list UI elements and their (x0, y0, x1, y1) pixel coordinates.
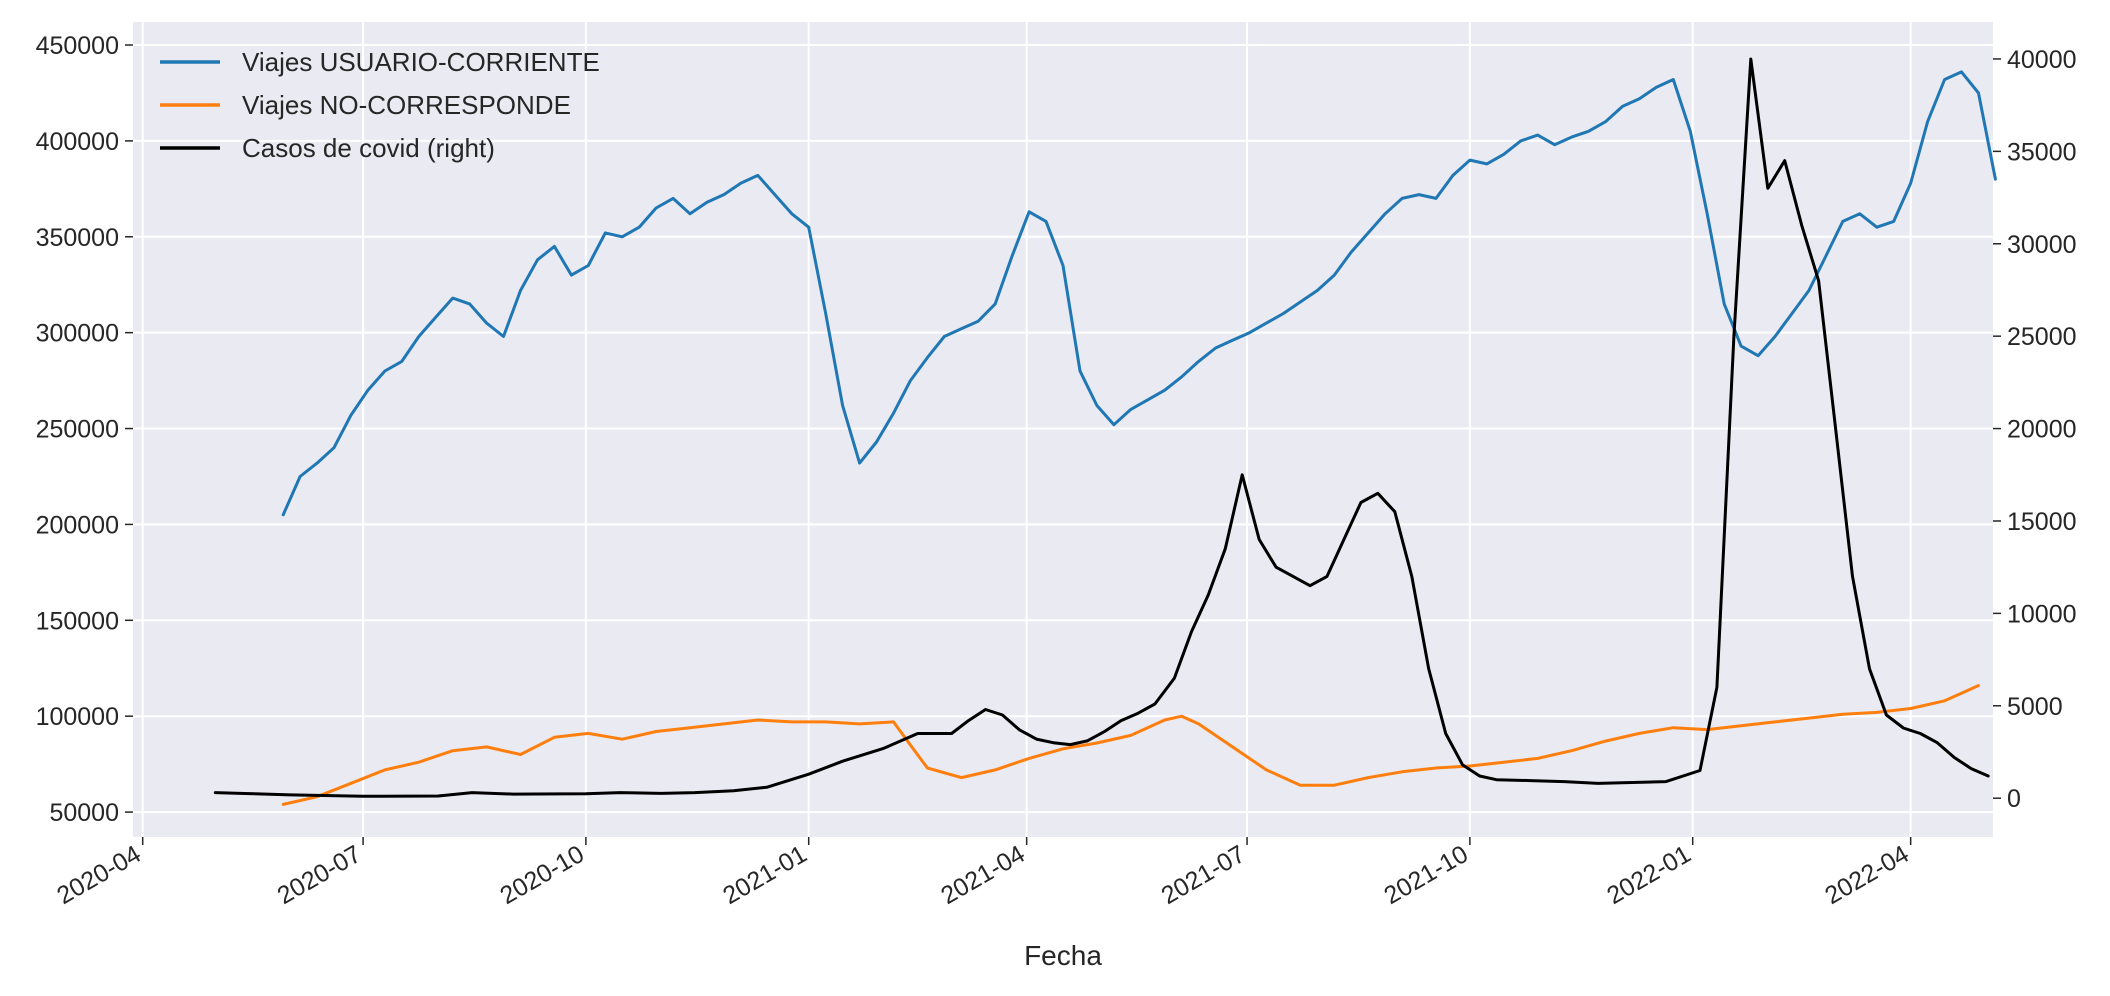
legend-label: Viajes USUARIO-CORRIENTE (242, 47, 600, 77)
series-line-viajes-usuario-corriente (281, 70, 1997, 517)
y-right-tick-label: 0 (2007, 785, 2021, 813)
x-tick-label: 2020-04 (52, 840, 146, 910)
series-line-casos-de-covid-right (213, 57, 1990, 798)
y-right-tick-label: 10000 (2007, 600, 2077, 628)
y-left-tick-label: 50000 (49, 799, 119, 827)
y-axis-left: 50000 100000 150000 200000 250000 300000 35000… (36, 32, 133, 827)
x-tick-label: 2022-01 (1602, 840, 1695, 910)
x-tick-label: 2022-04 (1820, 840, 1914, 910)
x-tick-label: 2021-07 (1157, 840, 1250, 910)
y-left-tick-label: 400000 (36, 128, 119, 156)
y-left-tick-label: 100000 (36, 703, 119, 731)
grid (133, 22, 1993, 837)
legend: Viajes USUARIO-CORRIENTE Viajes NO-CORRES… (160, 47, 600, 163)
x-tick-label: 2020-10 (495, 840, 588, 910)
y-right-tick-label: 20000 (2007, 416, 2077, 444)
legend-label: Viajes NO-CORRESPONDE (242, 90, 571, 120)
series-line-viajes-no-corresponde (281, 684, 1980, 806)
y-left-tick-label: 200000 (36, 511, 119, 539)
y-axis-right: 0 5000 10000 15000 20000 25000 30000 35000 40000 (1993, 46, 2077, 813)
x-tick-label: 2021-10 (1379, 840, 1472, 910)
y-left-tick-label: 350000 (36, 224, 119, 252)
x-axis-title: Fecha (1024, 940, 1102, 971)
y-left-tick-label: 450000 (36, 32, 119, 60)
x-axis: 2020-04 2020-07 2020-10 2021-01 2021-04 2021-… (52, 837, 1914, 910)
y-right-tick-label: 15000 (2007, 508, 2077, 536)
x-tick-label: 2020-07 (273, 840, 366, 910)
y-right-tick-label: 30000 (2007, 231, 2077, 259)
y-right-tick-label: 40000 (2007, 46, 2077, 74)
y-right-tick-label: 5000 (2007, 693, 2063, 721)
y-left-tick-label: 250000 (36, 416, 119, 444)
y-right-tick-label: 35000 (2007, 138, 2077, 166)
y-left-tick-label: 150000 (36, 607, 119, 635)
y-right-tick-label: 25000 (2007, 323, 2077, 351)
series-layer (213, 57, 1997, 806)
x-tick-label: 2021-01 (718, 840, 811, 910)
x-tick-label: 2021-04 (936, 840, 1030, 910)
y-left-tick-label: 300000 (36, 320, 119, 348)
legend-label: Casos de covid (right) (242, 133, 495, 163)
